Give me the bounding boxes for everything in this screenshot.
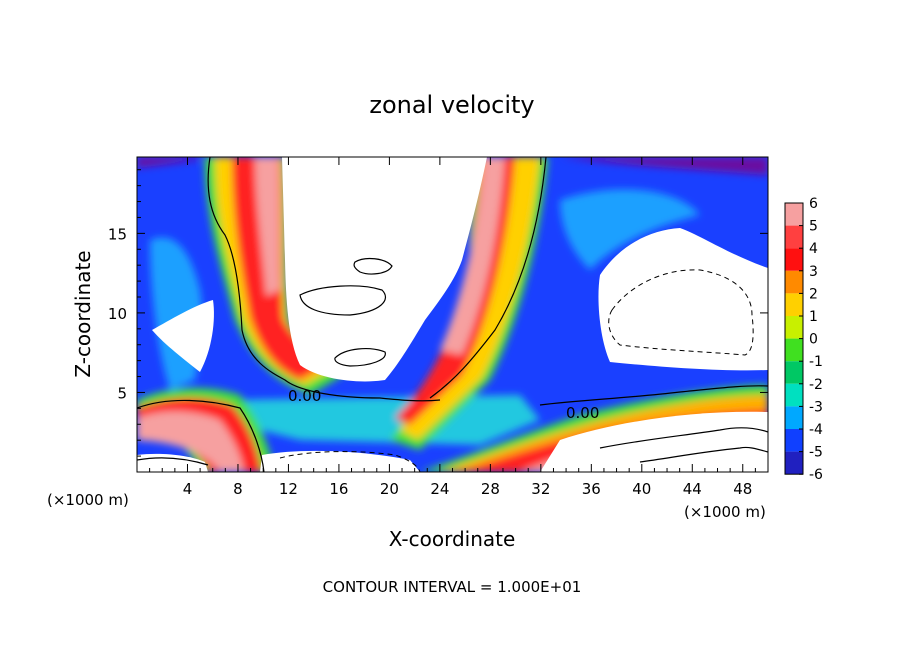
colorbar-label: 3	[809, 264, 818, 280]
colorbar: 6 5 4 3 2 1 0 -1 -2 -3 -4 -5 -6	[784, 196, 823, 483]
zero-contour-lower	[137, 399, 265, 472]
chart-title: zonal velocity	[369, 91, 534, 119]
colorbar-swatch	[785, 293, 803, 316]
y-axis-label: Z-coordinate	[71, 250, 95, 377]
x-tick-label: 20	[380, 480, 399, 498]
dashed-contour-lower	[279, 451, 421, 472]
lower-left-jet-core	[137, 411, 244, 472]
colorbar-label: -3	[809, 399, 823, 415]
y-tick-label: 5	[117, 384, 127, 402]
colorbar-swatch	[785, 203, 803, 226]
contour-bottom-left	[137, 457, 209, 466]
white-region-left-notch	[152, 300, 214, 372]
contour-label-right: 0.00	[566, 404, 599, 422]
x-tick-label: 12	[279, 480, 298, 498]
x-tick-label: 24	[430, 480, 449, 498]
cyan-region-right	[560, 189, 700, 270]
colorbar-label: 6	[809, 196, 818, 212]
colorbar-swatch	[785, 225, 803, 249]
y-tick-label: 10	[108, 305, 127, 323]
colorbar-label: -4	[809, 422, 823, 438]
colorbar-swatch	[785, 383, 803, 407]
y-tick-label: 15	[108, 225, 127, 243]
contour-island-3	[334, 348, 386, 367]
contour-interval-note: CONTOUR INTERVAL = 1.000E+01	[323, 578, 582, 596]
colorbar-label: -6	[809, 467, 823, 483]
x-tick-label: 48	[733, 480, 752, 498]
colorbar-label: 4	[809, 241, 818, 257]
white-region-center	[282, 157, 487, 382]
dashed-contours	[279, 269, 754, 472]
left-jet-core	[255, 157, 280, 296]
zero-contour-left	[207, 157, 441, 402]
colorbar-label: 1	[809, 309, 818, 325]
contour-island-1	[299, 285, 387, 316]
contour-lower-right-2	[639, 446, 768, 463]
colorbar-label: 0	[809, 332, 818, 348]
contour-lower-right	[599, 427, 768, 449]
colorbar-swatch	[785, 316, 803, 339]
white-region-lower-left	[260, 450, 420, 472]
out-of-range-regions	[137, 157, 768, 472]
x-tick-label: 32	[531, 480, 550, 498]
zero-contour-right	[539, 385, 768, 406]
x-unit-right: (×1000 m)	[684, 503, 766, 521]
x-tick-label: 40	[632, 480, 651, 498]
colorbar-label: 5	[809, 219, 818, 235]
colorbar-label: -2	[809, 377, 823, 393]
x-axis-label: X-coordinate	[389, 527, 516, 551]
contour-label-left: 0.00	[288, 387, 321, 405]
colorbar-label: -1	[809, 354, 823, 370]
purple-top-right	[560, 157, 768, 175]
colorbar-swatch	[785, 270, 803, 294]
x-tick-label: 44	[683, 480, 702, 498]
velocity-field	[137, 157, 768, 472]
purple-top-edge	[137, 157, 210, 168]
colorbar-swatch	[785, 451, 803, 475]
colorbar-swatch	[785, 248, 803, 271]
colorbar-swatch	[785, 429, 803, 452]
colorbar-label: -5	[809, 445, 823, 461]
colorbar-swatch	[785, 338, 803, 362]
left-jet-red	[232, 157, 335, 380]
x-tick-label: 16	[329, 480, 348, 498]
x-unit-left: (×1000 m)	[47, 491, 129, 509]
y-axis: 5 10 15	[108, 169, 768, 457]
colorbar-swatch	[785, 406, 803, 429]
white-region-right	[598, 228, 768, 371]
x-tick-label: 36	[582, 480, 601, 498]
x-tick-label: 8	[233, 480, 243, 498]
white-region-lower-right	[540, 411, 768, 472]
colorbar-swatch	[785, 361, 803, 384]
contour-lines	[137, 157, 768, 472]
contour-island-2	[353, 257, 393, 275]
dashed-contour-right	[608, 269, 754, 356]
x-tick-label: 4	[183, 480, 193, 498]
plot-area: 0.00 0.00	[137, 157, 768, 472]
colorbar-label: 2	[809, 286, 818, 302]
x-tick-label: 28	[481, 480, 500, 498]
central-jet-core	[440, 157, 505, 355]
zero-contour-center	[429, 157, 547, 399]
x-axis: 4 8 12 16 20 24 28 32 36 40 44 48	[149, 157, 756, 498]
